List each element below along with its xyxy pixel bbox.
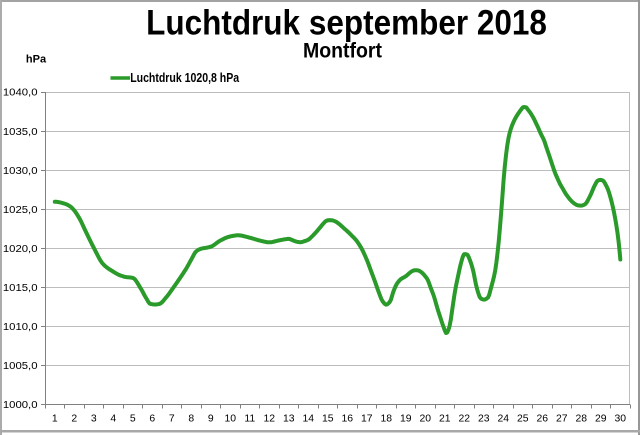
svg-text:1035,0: 1035,0 bbox=[3, 126, 38, 137]
svg-text:2: 2 bbox=[71, 414, 77, 425]
svg-text:Luchtdruk september 2018: Luchtdruk september 2018 bbox=[146, 4, 547, 43]
svg-text:1000,0: 1000,0 bbox=[3, 400, 38, 411]
svg-text:6: 6 bbox=[149, 414, 155, 425]
svg-text:11: 11 bbox=[244, 414, 255, 425]
svg-text:19: 19 bbox=[400, 414, 412, 425]
svg-text:25: 25 bbox=[517, 414, 529, 425]
svg-text:7: 7 bbox=[169, 414, 175, 425]
svg-text:Luchtdruk 1020,8 hPa: Luchtdruk 1020,8 hPa bbox=[130, 71, 239, 85]
svg-text:15: 15 bbox=[322, 414, 334, 425]
svg-text:1010,0: 1010,0 bbox=[3, 321, 38, 332]
svg-text:5: 5 bbox=[130, 414, 136, 425]
svg-text:16: 16 bbox=[341, 414, 353, 425]
svg-text:Montfort: Montfort bbox=[303, 40, 382, 63]
svg-text:18: 18 bbox=[380, 414, 392, 425]
svg-text:1015,0: 1015,0 bbox=[3, 282, 38, 293]
svg-text:26: 26 bbox=[536, 414, 548, 425]
svg-text:27: 27 bbox=[556, 414, 568, 425]
svg-text:1040,0: 1040,0 bbox=[3, 87, 38, 98]
svg-text:22: 22 bbox=[458, 414, 470, 425]
svg-text:23: 23 bbox=[478, 414, 490, 425]
svg-text:14: 14 bbox=[302, 414, 314, 425]
svg-text:29: 29 bbox=[595, 414, 607, 425]
svg-text:4: 4 bbox=[110, 414, 116, 425]
svg-text:17: 17 bbox=[361, 414, 373, 425]
svg-text:21: 21 bbox=[439, 414, 451, 425]
svg-text:1025,0: 1025,0 bbox=[3, 204, 38, 215]
svg-text:10: 10 bbox=[224, 414, 236, 425]
svg-text:3: 3 bbox=[91, 414, 97, 425]
svg-text:1030,0: 1030,0 bbox=[3, 165, 38, 176]
svg-text:13: 13 bbox=[283, 414, 295, 425]
svg-text:hPa: hPa bbox=[26, 54, 47, 66]
svg-text:12: 12 bbox=[263, 414, 275, 425]
svg-text:20: 20 bbox=[419, 414, 431, 425]
svg-text:1005,0: 1005,0 bbox=[3, 361, 38, 372]
svg-text:28: 28 bbox=[575, 414, 587, 425]
svg-text:1: 1 bbox=[52, 414, 58, 425]
svg-text:1020,0: 1020,0 bbox=[3, 243, 38, 254]
svg-text:24: 24 bbox=[497, 414, 509, 425]
svg-text:8: 8 bbox=[188, 414, 194, 425]
svg-text:9: 9 bbox=[208, 414, 214, 425]
svg-text:30: 30 bbox=[614, 414, 626, 425]
